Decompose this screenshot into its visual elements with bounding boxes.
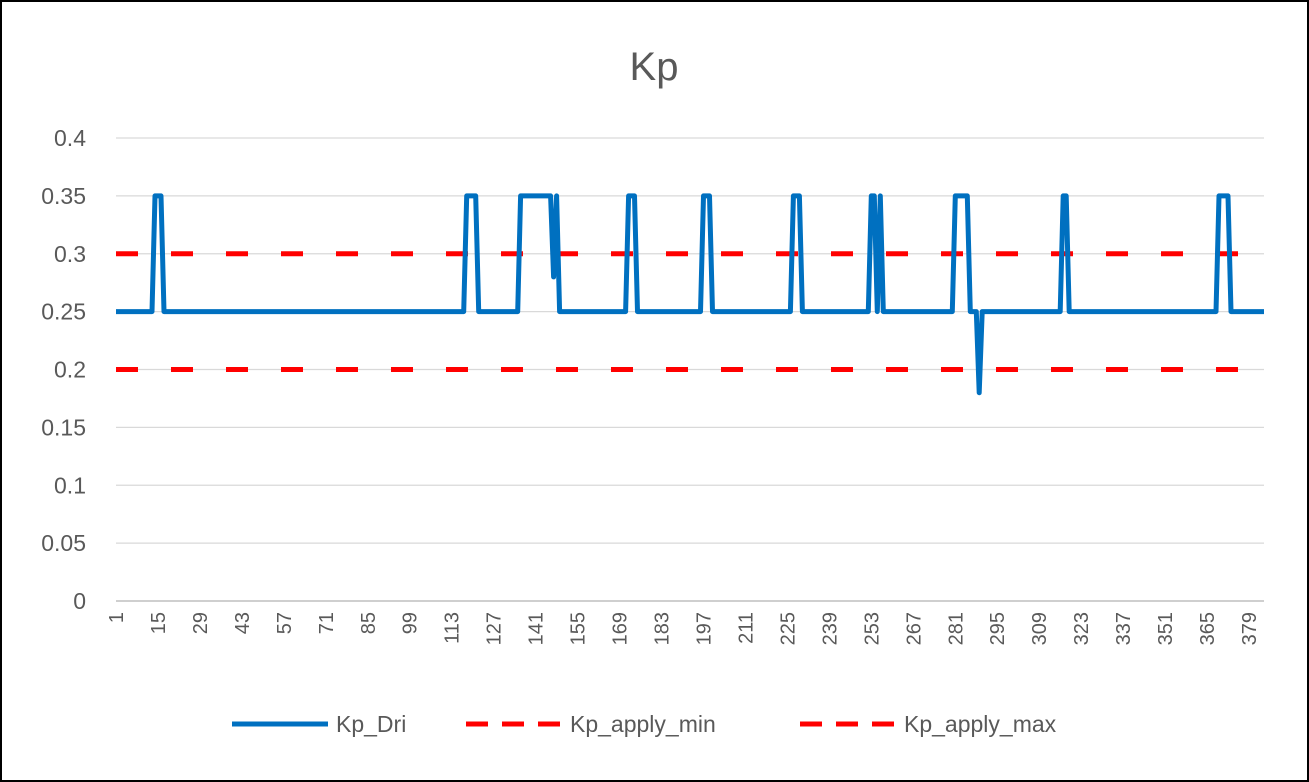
- x-tick-label: 267: [903, 612, 925, 645]
- x-tick-label: 113: [442, 612, 464, 644]
- x-tick-label: 71: [316, 612, 338, 634]
- y-tick-label: 0.25: [41, 299, 86, 325]
- x-tick-label: 155: [568, 612, 590, 645]
- x-tick-label: 309: [1029, 612, 1051, 645]
- x-tick-label: 169: [610, 612, 632, 645]
- x-tick-label: 99: [400, 612, 422, 634]
- series-line-kp-dri: [116, 193, 1264, 396]
- x-tick-label: 323: [1071, 612, 1093, 645]
- x-tick-label: 351: [1155, 612, 1177, 645]
- x-tick-label: 15: [148, 612, 170, 634]
- y-tick-label: 0.35: [41, 183, 86, 209]
- x-tick-label: 141: [526, 612, 548, 645]
- x-tick-label: 85: [358, 612, 380, 634]
- y-tick-label: 0.4: [54, 125, 86, 151]
- y-tick-label: 0.3: [54, 241, 86, 267]
- x-tick-label: 239: [819, 612, 841, 645]
- x-tick-label: 337: [1113, 612, 1135, 645]
- y-tick-label: 0.05: [41, 530, 86, 556]
- x-tick-label: 29: [190, 612, 212, 634]
- legend-label: Kp_Dri: [336, 711, 406, 737]
- y-tick-label: 0.1: [54, 472, 86, 498]
- x-tick-label: 295: [987, 612, 1009, 645]
- y-tick-label: 0: [73, 588, 86, 614]
- x-tick-label: 183: [652, 612, 674, 645]
- legend-label: Kp_apply_min: [570, 711, 716, 737]
- legend-label: Kp_apply_max: [904, 711, 1057, 737]
- plot-area: [116, 193, 1264, 396]
- x-tick-label: 197: [693, 612, 715, 645]
- x-tick-label: 379: [1239, 612, 1261, 645]
- y-tick-label: 0.15: [41, 414, 86, 440]
- x-tick-label: 57: [274, 612, 296, 634]
- y-axis-ticks: 0 0.05 0.1 0.15 0.2 0.25 0.3 0.35 0.4: [41, 125, 86, 614]
- x-axis-ticks: 1 15 29 43 57 71 85 99 113 127 141 155 169 183 197 211 2…: [106, 612, 1261, 645]
- y-tick-label: 0.2: [54, 357, 86, 383]
- legend: Kp_Dri Kp_apply_min Kp_apply_max: [232, 711, 1057, 737]
- x-tick-label: 365: [1197, 612, 1219, 645]
- x-tick-label: 281: [945, 612, 967, 645]
- gridlines: [116, 137, 1264, 544]
- x-tick-label: 1: [106, 612, 128, 623]
- x-tick-label: 225: [777, 612, 799, 645]
- chart-title: Kp: [630, 45, 679, 89]
- x-tick-label: 253: [861, 612, 883, 645]
- x-tick-label: 211: [735, 612, 757, 644]
- x-tick-label: 127: [484, 612, 506, 645]
- x-tick-label: 43: [232, 612, 254, 634]
